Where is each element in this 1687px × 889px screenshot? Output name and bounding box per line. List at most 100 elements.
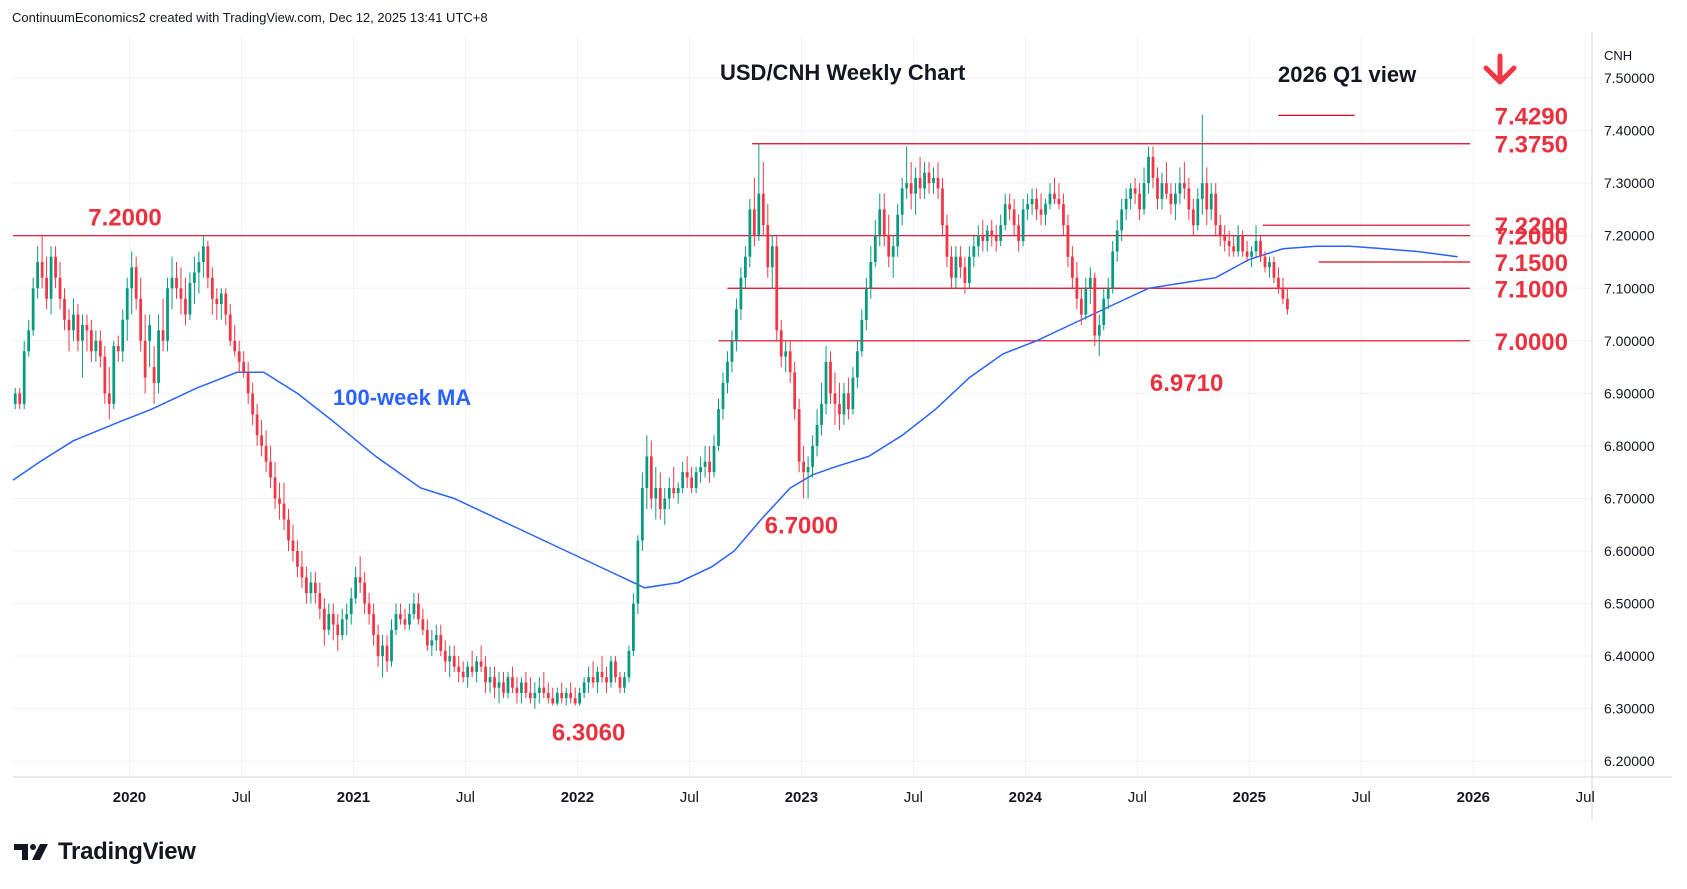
candle: [797, 398, 801, 473]
candle: [950, 246, 953, 289]
candle: [1079, 288, 1083, 326]
candle: [448, 645, 452, 678]
candle-body: [425, 629, 429, 646]
level-label: 7.1000: [1495, 276, 1568, 303]
candle-body: [699, 466, 702, 473]
candle: [645, 435, 649, 509]
candle-body: [273, 477, 277, 499]
candle-body: [175, 277, 178, 289]
candle-body: [1021, 209, 1025, 241]
x-tick-label: Jul: [904, 789, 923, 806]
candle-body: [1236, 235, 1240, 252]
candle-body: [475, 661, 479, 672]
candle-body: [1245, 251, 1249, 257]
candle: [1129, 183, 1133, 210]
candle: [770, 235, 774, 289]
candle: [1200, 114, 1204, 215]
candle: [390, 619, 393, 667]
candle-body: [878, 209, 882, 236]
x-tick-label: Jul: [232, 789, 251, 806]
candle: [730, 330, 734, 373]
candle: [63, 288, 66, 331]
candle-body: [748, 209, 752, 257]
candle: [779, 319, 783, 368]
candle-body: [269, 461, 272, 478]
candle: [1205, 167, 1209, 226]
chart-area[interactable]: 7.50000 7.40000 7.30000 7.20000 7.10000 7.000…: [0, 0, 1687, 835]
candle: [564, 687, 568, 706]
candle-body: [412, 603, 416, 615]
candle: [694, 466, 698, 494]
price-axis: 7.50000 7.40000 7.30000 7.20000 7.10000 7.000…: [1604, 70, 1655, 769]
candle-body: [152, 367, 156, 383]
candle-body: [470, 666, 474, 672]
candle: [726, 351, 729, 394]
candle: [1044, 198, 1047, 226]
candle: [1093, 272, 1097, 347]
candle: [1017, 214, 1021, 252]
candle: [103, 346, 107, 404]
candle: [936, 162, 940, 199]
candle: [1268, 256, 1271, 278]
candle: [873, 219, 877, 268]
y-tick-label: 7.10000: [1604, 280, 1655, 296]
candle-body: [1165, 183, 1168, 194]
candle-body: [761, 193, 765, 226]
candle: [909, 162, 913, 210]
candle: [815, 409, 819, 457]
tradingview-brand[interactable]: TradingView: [12, 838, 196, 866]
candle: [197, 251, 201, 294]
candle-body: [681, 472, 685, 488]
candle-body: [184, 298, 187, 315]
candle: [461, 661, 465, 683]
candle: [802, 445, 806, 499]
candle: [864, 277, 868, 331]
horizontal-levels: [13, 114, 1470, 342]
candle: [1012, 198, 1016, 236]
candle-body: [161, 330, 165, 341]
candle-body: [390, 629, 393, 662]
candle-body: [166, 288, 169, 341]
candle: [829, 351, 832, 404]
candle: [959, 246, 962, 278]
candle: [479, 645, 483, 672]
candle-body: [645, 456, 649, 488]
candle: [349, 587, 353, 625]
candle: [224, 288, 228, 326]
candle: [1263, 251, 1267, 273]
candle: [1075, 261, 1079, 310]
candle-body: [363, 582, 367, 604]
candle-body: [354, 577, 358, 599]
candle-body: [1286, 298, 1289, 310]
candle-body: [1070, 256, 1074, 278]
candle: [107, 367, 111, 420]
candle-body: [1268, 261, 1271, 268]
candle-body: [452, 656, 456, 667]
candle-body: [1138, 193, 1141, 210]
candle: [609, 656, 613, 688]
candle-body: [994, 235, 998, 241]
candle: [76, 304, 80, 352]
grid-lines: [13, 36, 1592, 777]
candle-body: [197, 261, 201, 273]
candle: [560, 682, 564, 704]
level-label: 7.1500: [1495, 250, 1568, 277]
candle: [1115, 219, 1119, 262]
candle-body: [479, 661, 483, 667]
candle: [475, 656, 479, 683]
candle-body: [596, 671, 599, 683]
candle: [699, 456, 702, 483]
candle-body: [1102, 298, 1106, 326]
candle-body: [667, 487, 671, 499]
price-chart[interactable]: 7.50000 7.40000 7.30000 7.20000 7.10000 7.000…: [0, 0, 1687, 830]
chart-frame: [13, 32, 1672, 820]
candle: [708, 445, 711, 483]
candle: [1142, 167, 1146, 215]
candle: [358, 556, 362, 594]
candle-body: [685, 472, 689, 478]
candle: [1178, 167, 1182, 205]
candle-body: [506, 677, 510, 693]
candle: [201, 235, 205, 278]
candle-body: [461, 671, 465, 678]
candle: [1209, 183, 1213, 220]
